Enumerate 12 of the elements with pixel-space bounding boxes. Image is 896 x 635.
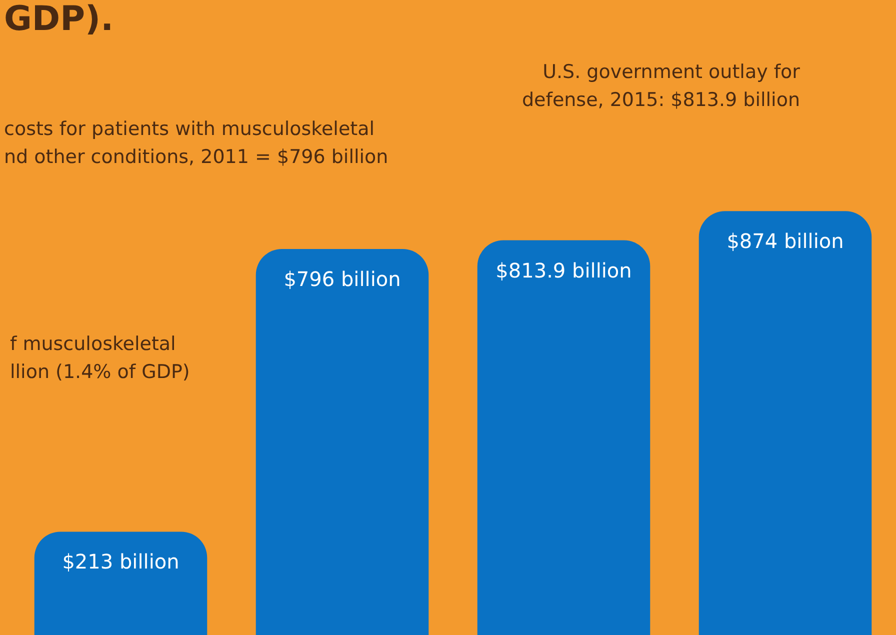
text: GDP). [4, 0, 114, 39]
data-label: $874 billion [726, 229, 844, 254]
bar [34, 532, 208, 635]
text: costs for patients with musculoskeletal nd other conditions, 2011 = $796 billion [4, 118, 388, 168]
data-label: $213 billion [62, 550, 180, 574]
data-label: $813.9 billion [496, 258, 632, 282]
annotation: f musculoskeletal llion (1.4% of GDP) [10, 333, 190, 383]
text: U.S. government outlay for defense, 2015: $813.9 billion [522, 61, 800, 111]
data-label: $796 billion [284, 266, 401, 291]
bar [256, 248, 429, 635]
bar [698, 211, 872, 635]
bar [477, 240, 650, 635]
